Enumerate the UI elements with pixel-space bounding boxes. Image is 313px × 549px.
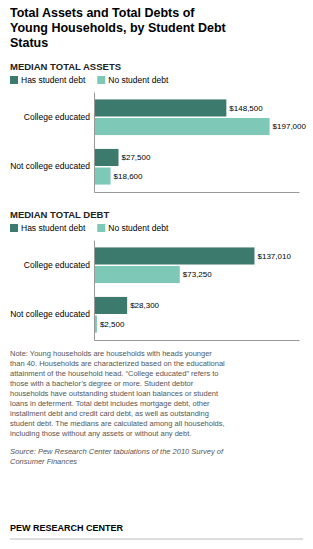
legend-label: No student debt	[108, 223, 169, 233]
legend-label: No student debt	[108, 75, 169, 85]
plot-area: $137,010 $28,300 $73,250 $2,500 College educ…	[10, 241, 299, 341]
data-label: $18,600	[114, 172, 143, 181]
rule	[10, 539, 303, 540]
legend-label: Has student debt	[21, 223, 86, 233]
text-line: than 40. Households are characterized ba…	[10, 359, 225, 368]
tick-label: Not college educated	[10, 309, 90, 319]
bar	[94, 247, 254, 264]
text-line: including those without any assets or wi…	[10, 429, 191, 438]
tick: Not college educated	[10, 309, 94, 319]
bar	[94, 118, 270, 135]
x-axis	[95, 340, 300, 341]
bar	[94, 266, 180, 283]
legend-swatch	[10, 224, 18, 232]
x-axis-line	[95, 192, 300, 193]
text-line: loans in deferment. Total debt includes …	[10, 399, 210, 408]
bar	[94, 99, 226, 116]
text-line: households have outstanding student loan…	[10, 389, 219, 398]
data-label: $73,250	[183, 270, 212, 279]
data-label: $197,000	[273, 122, 307, 131]
chart: MEDIAN TOTAL ASSETS Has student debt No st…	[10, 61, 307, 193]
tick: College educated	[24, 112, 94, 122]
x-axis-line	[95, 340, 300, 341]
legend-swatch	[97, 76, 105, 84]
bar	[94, 167, 111, 184]
chart-title: MEDIAN TOTAL DEBT	[10, 209, 109, 220]
tick: College educated	[24, 260, 94, 270]
annotation: Source: Pew Research Center tabulations …	[10, 447, 224, 466]
annotation: Note: Young households are households wi…	[10, 349, 225, 438]
text-line: attainment of the household head. “Colle…	[10, 369, 218, 378]
text-line: Young Households, by Student Debt	[10, 21, 227, 35]
data-label: $27,500	[122, 153, 151, 162]
legend: Has student debt No student debt	[10, 75, 169, 85]
data-label: $137,010	[257, 252, 291, 261]
chart-root: Total Assets and Total Debts ofYoung Hou…	[0, 0, 313, 549]
title: Total Assets and Total Debts ofYoung Hou…	[10, 6, 227, 50]
tick-label: College educated	[24, 260, 90, 270]
legend-swatch	[10, 76, 18, 84]
text-line: installment debt and credit card debt, a…	[10, 409, 209, 418]
y-axis-line	[94, 93, 95, 193]
chart-title: MEDIAN TOTAL ASSETS	[10, 61, 121, 72]
y-axis: College educated Not college educated	[10, 241, 94, 341]
tick-label: College educated	[24, 112, 90, 122]
chart: MEDIAN TOTAL DEBT Has student debt No stud…	[10, 209, 300, 341]
text-line: Source: Pew Research Center tabulations …	[10, 447, 224, 456]
text-line: Note: Young households are households wi…	[10, 349, 212, 358]
text-line: Status	[10, 36, 48, 50]
data-label: $148,500	[229, 104, 263, 113]
text-line: student debt. The medians are calculated…	[10, 419, 225, 428]
legend-swatch	[97, 224, 105, 232]
text-line: Total Assets and Total Debts of	[10, 6, 195, 20]
data-labels: $148,500 $27,500 $197,000 $18,600	[114, 104, 307, 181]
y-axis: College educated Not college educated	[10, 93, 94, 193]
text-line: those with a bachelor’s degree or more. …	[10, 379, 194, 388]
bar	[94, 297, 127, 314]
bars	[94, 99, 270, 184]
legend: Has student debt No student debt	[10, 223, 169, 233]
tick: Not college educated	[10, 161, 94, 171]
legend-label: Has student debt	[21, 75, 86, 85]
plot-area: $148,500 $27,500 $197,000 $18,600 College ed…	[10, 93, 306, 193]
brand: PEW RESEARCH CENTER	[10, 523, 124, 533]
data-labels: $137,010 $28,300 $73,250 $2,500	[100, 252, 291, 329]
bar	[94, 149, 119, 166]
data-label: $28,300	[130, 301, 159, 310]
text-line: Consumer Finances	[10, 457, 77, 466]
x-axis	[95, 192, 300, 193]
tick-label: Not college educated	[10, 161, 90, 171]
data-label: $2,500	[100, 320, 125, 329]
y-axis-line	[94, 241, 95, 341]
bars	[94, 247, 254, 332]
